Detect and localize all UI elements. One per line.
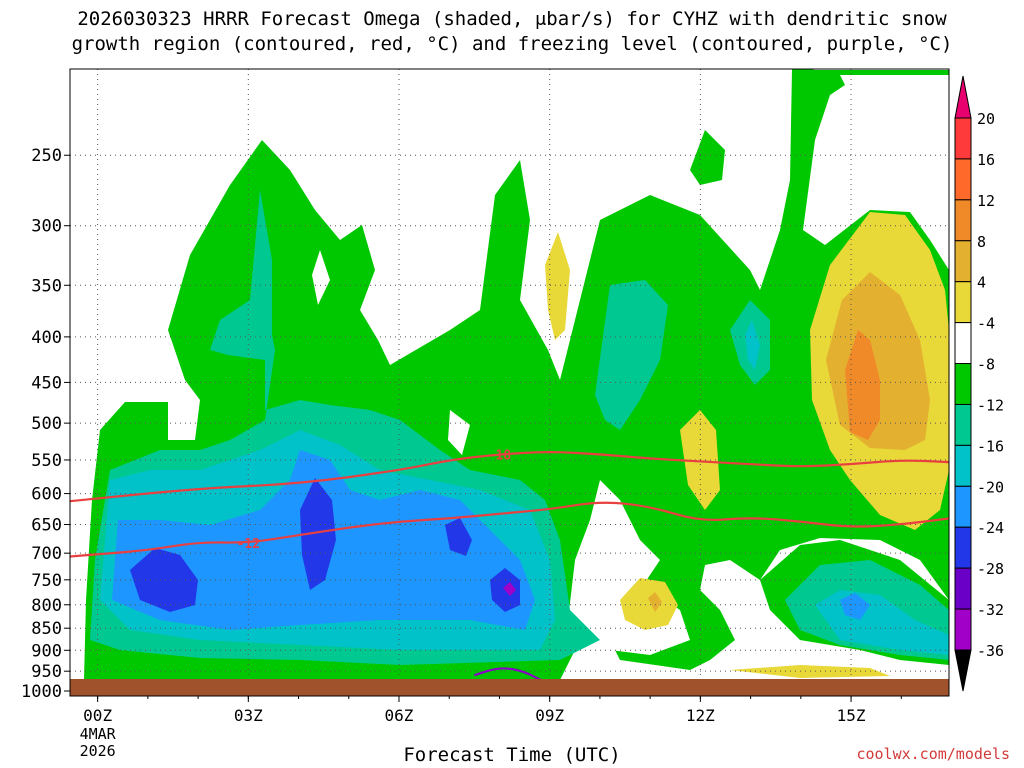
contour-label--18: -18 (488, 448, 512, 463)
colorbar-swatch (954, 322, 972, 365)
y-tick-label: 500 (31, 414, 62, 434)
colorbar-label: -12 (977, 396, 1004, 414)
y-tick-label: 350 (31, 276, 62, 296)
colorbar-label: -20 (977, 478, 1004, 496)
x-axis-label: Forecast Time (UTC) (403, 744, 621, 766)
omega-core-5 (503, 582, 516, 596)
y-tick-label: 950 (31, 662, 62, 682)
x-tick-label: 00Z (83, 706, 112, 725)
x-date-label: 2026 (80, 742, 116, 760)
omega-core-2 (300, 478, 336, 590)
y-tick-label: 850 (31, 619, 62, 639)
source-credit[interactable]: coolwx.com/models (856, 745, 1010, 763)
colorbar-label: 4 (977, 274, 986, 292)
y-tick-label: 900 (31, 641, 62, 661)
colorbar-swatch (954, 240, 972, 283)
y-tick-label: 600 (31, 485, 62, 505)
omega-sink-1 (545, 232, 570, 340)
y-tick-label: 250 (31, 146, 62, 166)
x-tick-label: 09Z (535, 706, 564, 725)
colorbar-label: 16 (977, 151, 995, 169)
colorbar-swatch (954, 281, 972, 324)
y-tick-label: 450 (31, 373, 62, 393)
colorbar-swatch (954, 526, 972, 569)
omega-region-weak-ascent-small (690, 130, 725, 185)
x-date-label: 4MAR (80, 725, 117, 743)
colorbar-label: -4 (977, 315, 995, 333)
y-tick-label: 400 (31, 328, 62, 348)
omega-region-weak-ascent-top (795, 70, 949, 75)
y-tick-label: 800 (31, 596, 62, 616)
x-tick-label: 03Z (234, 706, 263, 725)
colorbar-label: -36 (977, 642, 1004, 660)
colorbar-label: -28 (977, 560, 1004, 578)
terrain-band (70, 679, 949, 696)
y-tick-label: 550 (31, 451, 62, 471)
omega-sink-3 (620, 578, 678, 630)
colorbar-label: 20 (977, 110, 995, 128)
colorbar-swatch (954, 567, 972, 610)
y-tick-label: 750 (31, 571, 62, 591)
colorbar-swatch (954, 485, 972, 528)
y-tick-label: 700 (31, 544, 62, 564)
omega-region-moderate-ascent-mid (595, 280, 668, 430)
colorbar-swatch (954, 117, 972, 160)
colorbar: 20 16 12 8 4 -4 -8 -12 -16 -20 -24 -28 -32 -36 (954, 75, 1004, 692)
omega-shading (70, 69, 949, 696)
omega-gap-2 (448, 410, 470, 455)
x-tick-label: 15Z (837, 706, 866, 725)
omega-region-very-strong-ascent-lr (840, 593, 870, 620)
y-tick-label: 1000 (21, 682, 62, 702)
colorbar-label: -24 (977, 519, 1004, 537)
colorbar-swatch (954, 199, 972, 242)
chart-title-line-1: 2026030323 HRRR Forecast Omega (shaded, … (77, 8, 947, 30)
x-tick-label: 12Z (686, 706, 715, 725)
colorbar-swatch (954, 363, 972, 405)
contour-line--18 (70, 451, 949, 503)
omega-region-moderate-ascent-upper (210, 190, 272, 350)
omega-region-strong-ascent-right (745, 320, 760, 370)
colorbar-label: -16 (977, 437, 1004, 455)
colorbar-swatch (954, 608, 972, 651)
colorbar-label: -8 (977, 356, 995, 374)
omega-sink-4 (648, 592, 662, 612)
colorbar-swatch (954, 403, 972, 446)
contour-label--12: -12 (237, 537, 260, 552)
y-tick-label: 650 (31, 516, 62, 536)
colorbar-bottom-arrow (954, 649, 972, 692)
x-tick-label: 06Z (385, 706, 414, 725)
omega-sink-7 (845, 330, 880, 440)
colorbar-top-arrow (954, 75, 972, 119)
omega-core-3 (445, 518, 472, 556)
colorbar-swatch (954, 444, 972, 487)
colorbar-label: -32 (977, 601, 1004, 619)
chart-title-line-2: growth region (contoured, red, °C) and f… (71, 33, 953, 55)
colorbar-label: 8 (977, 233, 986, 251)
colorbar-label: 12 (977, 192, 995, 210)
y-tick-label: 300 (31, 217, 62, 237)
contour-line--12 (70, 501, 949, 558)
colorbar-swatch (954, 158, 972, 201)
omega-core-1 (130, 548, 198, 612)
omega-gap-1 (312, 250, 330, 305)
y-axis: 2503003504004505005506006507007508008509… (21, 146, 70, 702)
